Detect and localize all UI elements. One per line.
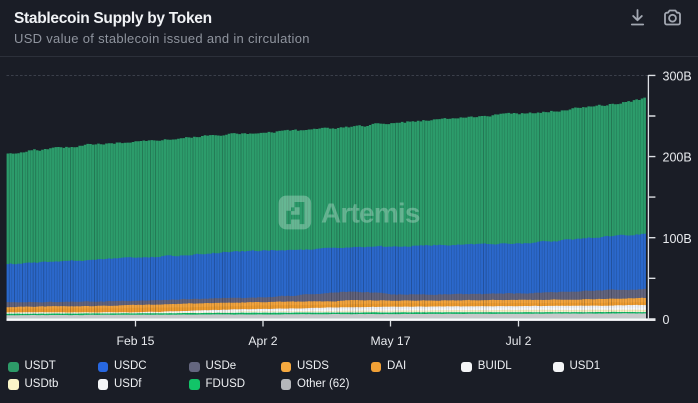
svg-text:May 17: May 17 xyxy=(371,334,411,348)
svg-text:Jul 2: Jul 2 xyxy=(506,334,532,348)
svg-text:Feb 15: Feb 15 xyxy=(117,334,155,348)
svg-text:200B: 200B xyxy=(663,151,692,165)
svg-text:0: 0 xyxy=(663,313,670,327)
svg-text:300B: 300B xyxy=(663,70,692,84)
svg-text:100B: 100B xyxy=(663,232,692,246)
svg-text:Apr 2: Apr 2 xyxy=(248,334,277,348)
svg-text:Artemis: Artemis xyxy=(321,197,420,228)
